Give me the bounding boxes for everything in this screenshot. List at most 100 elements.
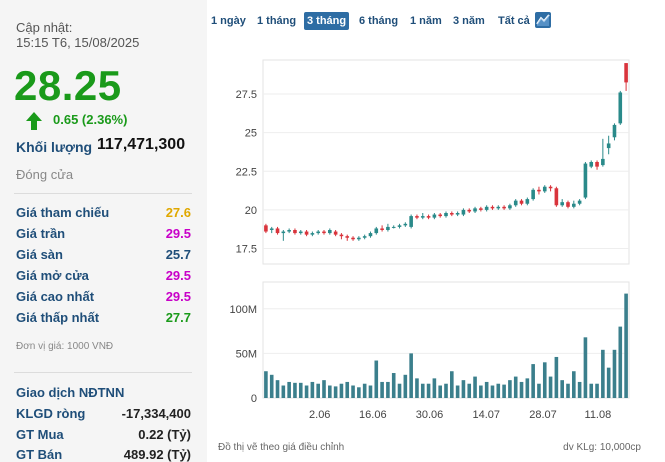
volume-bar: [502, 384, 506, 398]
buy-value: 0.22 (Tỷ): [138, 427, 191, 442]
ceiling-price-value: 29.5: [165, 226, 191, 241]
volume-bar: [583, 337, 588, 398]
reference-price-value: 27.6: [165, 205, 191, 220]
candle-body: [502, 206, 506, 209]
volume-bar: [595, 383, 599, 398]
buy-value-label: GT Mua: [16, 427, 64, 442]
date-tick-label: 11.08: [585, 409, 612, 421]
price-unit-note: Đơn vị giá: 1000 VNĐ: [16, 341, 114, 352]
volume-bar: [519, 381, 524, 398]
candle-body: [601, 158, 605, 166]
tab-all[interactable]: Tất cả: [498, 15, 530, 27]
high-price-label: Giá cao nhất: [16, 289, 95, 304]
candle-body: [368, 233, 373, 237]
candle-body: [461, 209, 466, 215]
price-panel-frame: [262, 59, 630, 265]
volume-bar: [391, 373, 396, 398]
candle-body: [490, 206, 495, 209]
volume-value: 117,471,300: [97, 136, 186, 153]
volume-bar: [444, 383, 448, 398]
candle-body: [374, 228, 379, 234]
volume-bar: [362, 383, 367, 398]
candle-body: [606, 143, 611, 149]
candle-body: [560, 202, 564, 206]
volume-bar: [554, 356, 559, 398]
volume-bar: [293, 382, 297, 398]
candle-body: [420, 216, 425, 218]
candle-body: [432, 214, 437, 218]
candle-body: [577, 200, 582, 204]
high-price-value: 29.5: [165, 289, 191, 304]
market-status: Đóng cửa: [16, 167, 74, 182]
volume-bar: [542, 362, 547, 398]
volume-bar: [397, 383, 402, 398]
candle-body: [357, 237, 361, 240]
candle-body: [333, 231, 338, 235]
candle-body: [397, 225, 402, 227]
volume-bar: [473, 376, 477, 398]
price-chart: 17.5 20 22.5 25 27.5 0 50M 100M 2.06 16.06 30.06 14…: [229, 59, 630, 421]
volume-bar: [275, 380, 280, 398]
candle-body: [415, 216, 419, 218]
candle-body: [519, 200, 524, 204]
volume-bar: [601, 349, 605, 398]
candle-body: [525, 199, 530, 204]
tab-1-month[interactable]: 1 tháng: [257, 15, 297, 27]
tab-1-day[interactable]: 1 ngày: [211, 15, 246, 27]
date-tick-label: 28.07: [529, 409, 557, 421]
price-tick-label: 20: [245, 205, 257, 217]
candle-body: [409, 216, 413, 227]
candle-body: [612, 124, 617, 138]
volume-bar: [531, 364, 535, 398]
volume-bar: [513, 376, 518, 398]
volume-tick-label: 0: [251, 393, 257, 405]
floor-price-label: Giá sàn: [16, 247, 63, 262]
price-tick-label: 25: [245, 128, 257, 140]
volume-bar: [577, 381, 582, 398]
volume-bar: [345, 381, 350, 398]
foreign-trading-title: Giao dịch NĐTNN: [16, 385, 125, 400]
tab-6-months[interactable]: 6 tháng: [359, 15, 399, 27]
sell-value-label: GT Bán: [16, 447, 63, 462]
volume-bar: [606, 367, 611, 398]
volume-bar: [328, 385, 332, 398]
tab-3-years[interactable]: 3 năm: [453, 15, 485, 27]
volume-bar: [484, 381, 489, 398]
volume-bar: [380, 381, 384, 398]
volume-bar: [461, 380, 466, 398]
net-volume-value: -17,334,400: [121, 406, 191, 421]
volume-bar: [572, 371, 576, 398]
tab-3-months[interactable]: 3 tháng: [304, 12, 350, 30]
floor-price-value: 25.7: [165, 247, 191, 262]
date-tick-label: 30.06: [416, 409, 444, 421]
candle-body: [281, 231, 286, 234]
date-tick-label: 16.06: [359, 409, 387, 421]
volume-bar: [409, 353, 413, 398]
candle-body: [391, 226, 396, 228]
candle-body: [298, 231, 303, 234]
volume-bar: [618, 326, 623, 398]
volume-bar: [455, 385, 460, 398]
volume-bar: [548, 376, 553, 398]
volume-bar: [426, 383, 431, 398]
candle-body: [531, 189, 535, 200]
volume-bar: [525, 378, 530, 398]
candle-body: [589, 162, 594, 167]
candle-body: [345, 236, 350, 238]
chart-footnote: Đồ thị vẽ theo giá điều chỉnh: [218, 442, 345, 453]
volume-bar: [415, 378, 419, 398]
candle-body: [362, 236, 367, 238]
candle-body: [566, 202, 570, 207]
chart-type-icon[interactable]: [535, 12, 551, 28]
candle-body: [473, 208, 477, 212]
candle-body: [310, 233, 315, 235]
candle-body: [386, 226, 390, 230]
candle-body: [444, 213, 448, 217]
volume-bar: [368, 385, 373, 398]
candle-body: [275, 228, 280, 234]
tab-1-year[interactable]: 1 năm: [410, 15, 442, 27]
candle-body: [264, 225, 268, 232]
date-tick-label: 14.07: [472, 409, 500, 421]
price-tick-label: 27.5: [236, 89, 257, 101]
volume-label: Khối lượng: [16, 139, 93, 155]
